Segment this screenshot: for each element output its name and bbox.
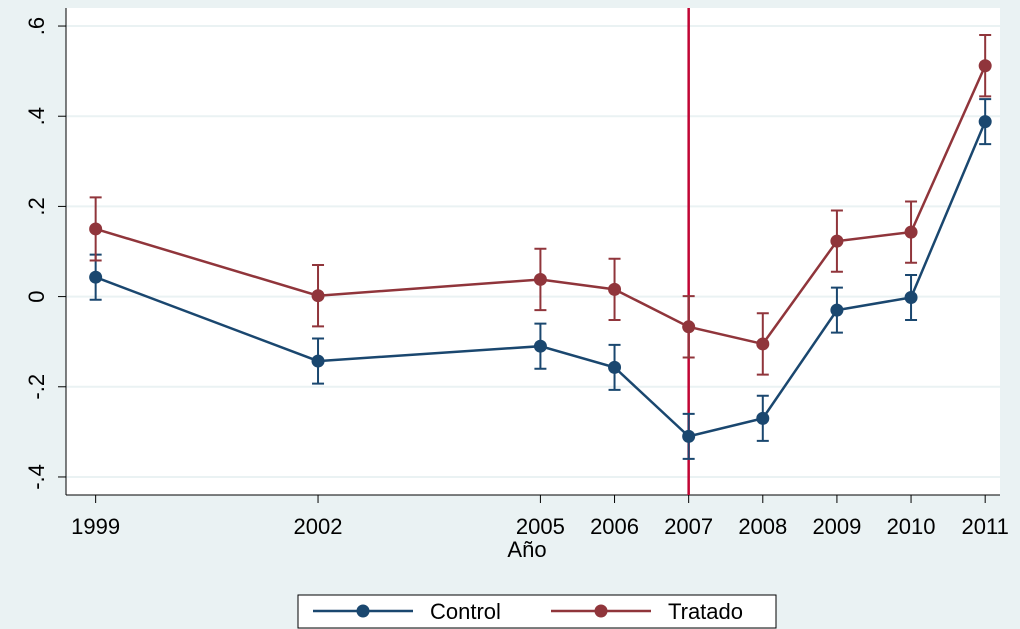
plot-area — [66, 8, 1000, 495]
y-tick-label: -.2 — [24, 374, 49, 400]
data-point — [830, 234, 844, 248]
data-point — [756, 337, 770, 351]
data-point — [830, 303, 844, 317]
x-tick-label: 1999 — [71, 514, 120, 539]
x-tick-label: 2002 — [294, 514, 343, 539]
data-point — [89, 270, 103, 284]
data-point — [756, 411, 770, 425]
legend-marker — [594, 604, 608, 618]
data-point — [533, 272, 547, 286]
y-tick-label: 0 — [24, 290, 49, 302]
x-tick-label: 2009 — [812, 514, 861, 539]
data-point — [682, 320, 696, 334]
data-point — [311, 289, 325, 303]
data-point — [608, 360, 622, 374]
data-point — [89, 222, 103, 236]
x-axis-title: Año — [507, 537, 546, 562]
legend-label: Control — [430, 599, 501, 624]
data-point — [978, 115, 992, 129]
x-tick-label: 2011 — [962, 514, 1009, 539]
data-point — [978, 59, 992, 73]
x-tick-label: 2008 — [738, 514, 787, 539]
data-point — [904, 290, 918, 304]
y-tick-label: .4 — [24, 107, 49, 125]
data-point — [311, 354, 325, 368]
data-point — [608, 282, 622, 296]
legend-marker — [356, 604, 370, 618]
x-tick-label: 2005 — [516, 514, 565, 539]
y-tick-label: .6 — [24, 17, 49, 35]
x-tick-label: 2006 — [590, 514, 639, 539]
data-point — [904, 225, 918, 239]
data-point — [682, 429, 696, 443]
legend-label: Tratado — [668, 599, 743, 624]
y-tick-label: -.4 — [24, 464, 49, 490]
data-point — [533, 339, 547, 353]
x-tick-label: 2007 — [664, 514, 713, 539]
y-tick-label: .2 — [24, 197, 49, 215]
x-tick-label: 2010 — [887, 514, 936, 539]
